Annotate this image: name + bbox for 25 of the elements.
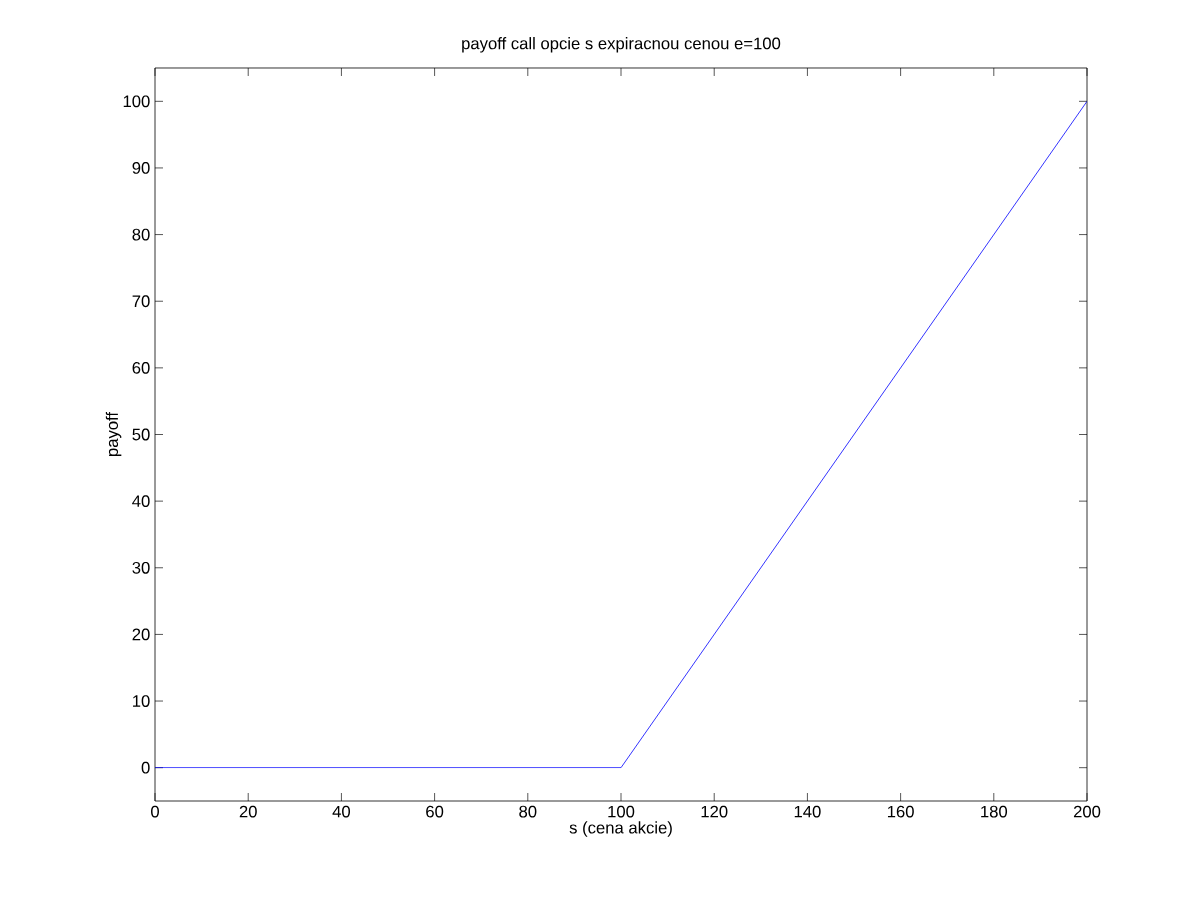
y-tick-label: 90 — [132, 162, 150, 174]
y-axis-title: payoff — [105, 411, 122, 456]
y-tick-label: 70 — [132, 295, 150, 308]
chart-title: payoff call opcie s expiracnou cenou e=100 — [462, 37, 781, 53]
x-tick-label: 80 — [519, 805, 537, 818]
x-tick-label: 60 — [426, 805, 444, 818]
x-axis-title: s (cena akcie) — [569, 821, 672, 837]
x-tick-label: 100 — [608, 805, 635, 818]
y-tick-label: 80 — [132, 228, 150, 241]
x-tick-label: 200 — [1073, 805, 1101, 818]
x-tick-label: 120 — [701, 805, 728, 818]
y-tick-label: 60 — [132, 361, 150, 374]
y-tick-label: 20 — [132, 628, 150, 641]
y-tick-label: 40 — [132, 495, 150, 508]
x-tick-label: 140 — [794, 805, 821, 818]
x-tick-label: 0 — [151, 805, 159, 818]
x-tick-label: 40 — [332, 805, 351, 818]
y-tick-label: 100 — [123, 95, 150, 108]
x-tick-label: 20 — [239, 805, 257, 818]
x-tick-label: 160 — [887, 805, 914, 818]
y-tick-label: 50 — [132, 428, 150, 441]
y-tick-label: 30 — [132, 561, 150, 574]
y-tick-label: 10 — [133, 695, 150, 707]
x-tick-label: 180 — [981, 805, 1008, 818]
y-tick-label: 0 — [141, 761, 150, 774]
